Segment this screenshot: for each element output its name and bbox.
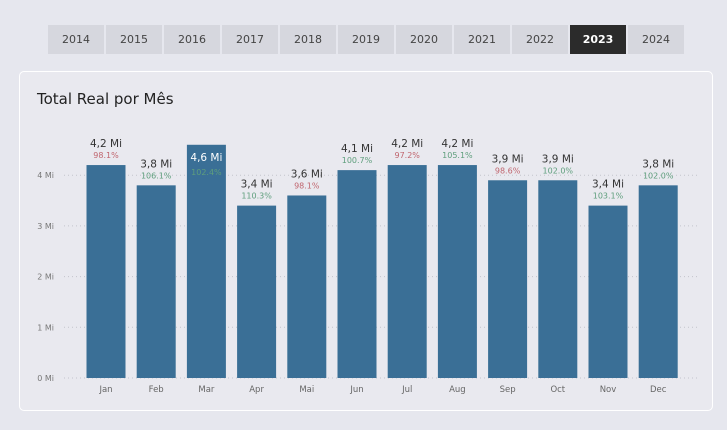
percent-label: 100.7% xyxy=(342,156,373,165)
data-label: 4,2 Mi xyxy=(391,138,423,150)
percent-label: 106.1% xyxy=(141,171,172,180)
data-label: 3,8 Mi xyxy=(642,158,674,170)
data-label: 4,2 Mi xyxy=(441,138,473,150)
data-label: 3,4 Mi xyxy=(592,179,624,191)
bar xyxy=(488,180,528,378)
year-tab-2018[interactable]: 2018 xyxy=(280,25,336,54)
percent-label: 102.4% xyxy=(191,168,222,177)
percent-label: 102.0% xyxy=(643,171,674,180)
x-tick-label: Feb xyxy=(149,385,164,395)
percent-label: 103.1% xyxy=(593,192,624,201)
data-label: 4,1 Mi xyxy=(341,143,373,155)
x-tick-label: Mar xyxy=(198,385,215,395)
y-tick-label: 4 Mi xyxy=(37,171,54,180)
chart-card: Total Real por Mês 0 Mi 1 Mi 2 Mi 3 Mi 4 Mi 4… xyxy=(19,71,713,411)
x-tick-label: Nov xyxy=(600,385,617,395)
bar xyxy=(387,165,427,378)
x-tick-label: Sep xyxy=(500,385,516,395)
percent-label: 97.2% xyxy=(394,151,420,160)
bar xyxy=(437,165,477,378)
percent-label: 98.1% xyxy=(294,181,320,190)
year-tab-2021[interactable]: 2021 xyxy=(454,25,510,54)
chart-title: Total Real por Mês xyxy=(37,90,174,108)
x-tick-label: Oct xyxy=(550,385,565,395)
bar xyxy=(588,205,628,378)
year-tab-2017[interactable]: 2017 xyxy=(222,25,278,54)
bar xyxy=(186,144,226,378)
x-tick-label: Aug xyxy=(449,385,466,395)
data-label: 3,4 Mi xyxy=(241,179,273,191)
percent-label: 102.0% xyxy=(543,166,574,175)
year-tab-2020[interactable]: 2020 xyxy=(396,25,452,54)
bar xyxy=(86,165,126,378)
x-tick-label: Apr xyxy=(249,385,264,395)
year-tab-2024[interactable]: 2024 xyxy=(628,25,684,54)
data-label: 3,8 Mi xyxy=(140,158,172,170)
bar xyxy=(638,185,678,378)
bar xyxy=(237,205,277,378)
x-tick-label: Mai xyxy=(299,385,314,395)
percent-label: 98.6% xyxy=(495,166,521,175)
bar xyxy=(287,195,327,378)
data-label: 4,2 Mi xyxy=(90,138,122,150)
data-label: 3,9 Mi xyxy=(492,153,524,165)
year-tab-2019[interactable]: 2019 xyxy=(338,25,394,54)
y-tick-label: 2 Mi xyxy=(37,273,54,282)
y-tick-label: 3 Mi xyxy=(37,222,54,231)
bar xyxy=(337,170,377,378)
year-tab-2023[interactable]: 2023 xyxy=(570,25,626,54)
bar xyxy=(538,180,578,378)
percent-label: 105.1% xyxy=(442,151,473,160)
year-tabs: 2014 2015 2016 2017 2018 2019 2020 2021 2022 2023… xyxy=(48,25,684,54)
x-tick-label: Jul xyxy=(401,385,412,395)
y-tick-label: 0 Mi xyxy=(37,374,54,383)
year-tab-2014[interactable]: 2014 xyxy=(48,25,104,54)
year-tab-2022[interactable]: 2022 xyxy=(512,25,568,54)
data-label: 4,6 Mi xyxy=(190,152,222,164)
x-tick-label: Dec xyxy=(650,385,667,395)
data-label: 3,9 Mi xyxy=(542,153,574,165)
x-tick-label: Jun xyxy=(349,385,363,395)
percent-label: 98.1% xyxy=(93,151,119,160)
y-tick-label: 1 Mi xyxy=(37,323,54,332)
year-tab-2015[interactable]: 2015 xyxy=(106,25,162,54)
percent-label: 110.3% xyxy=(241,192,272,201)
year-tab-2016[interactable]: 2016 xyxy=(164,25,220,54)
bar xyxy=(136,185,176,378)
data-label: 3,6 Mi xyxy=(291,168,323,180)
x-tick-label: Jan xyxy=(98,385,112,395)
